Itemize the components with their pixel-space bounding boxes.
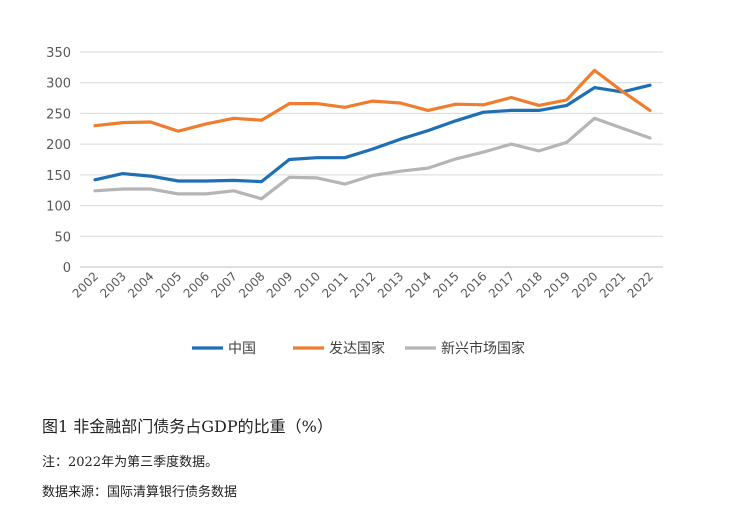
x-tick-label: 2014 — [403, 269, 434, 300]
x-tick-label: 2017 — [486, 269, 517, 300]
series-line-2 — [93, 68, 652, 133]
figure-title: 图1 非金融部门债务占GDP的比重（%） — [42, 417, 333, 436]
y-tick-label: 300 — [46, 77, 71, 92]
x-tick-label: 2020 — [569, 269, 600, 300]
x-tick-label: 2018 — [514, 269, 545, 300]
x-tick-label: 2013 — [375, 269, 406, 300]
x-tick-label: 2004 — [125, 269, 156, 300]
x-tick-label: 2009 — [264, 269, 295, 300]
x-tick-label: 2016 — [458, 269, 489, 300]
legend-label: 中国 — [228, 341, 256, 357]
y-tick-label: 100 — [46, 200, 71, 215]
x-axis-ticks: 2002200320042005200620072008200920102011… — [70, 269, 656, 300]
x-tick-label: 2019 — [541, 269, 572, 300]
y-tick-label: 0 — [63, 261, 71, 276]
x-tick-label: 2021 — [597, 269, 628, 300]
figure-note: 注：2022年为第三季度数据。 — [42, 455, 219, 470]
x-tick-label: 2007 — [208, 269, 239, 300]
y-tick-label: 50 — [54, 230, 71, 245]
x-tick-label: 2011 — [319, 269, 350, 300]
gridlines — [80, 51, 663, 268]
series-lines — [93, 68, 652, 201]
y-axis-ticks: 0 50 100 150 200 250 300 350 — [46, 46, 71, 276]
x-tick-label: 2008 — [236, 269, 267, 300]
y-tick-label: 350 — [46, 46, 71, 61]
y-tick-label: 150 — [46, 169, 71, 184]
legend-label: 新兴市场国家 — [441, 340, 525, 357]
series-line-3 — [93, 116, 652, 201]
x-tick-label: 2006 — [181, 269, 212, 300]
x-tick-label: 2012 — [347, 269, 378, 300]
y-tick-label: 200 — [46, 138, 71, 153]
x-tick-label: 2015 — [430, 269, 461, 300]
legend-label: 发达国家 — [329, 340, 385, 357]
figure-source: 数据来源：国际清算银行债务数据 — [42, 485, 238, 500]
x-tick-label: 2010 — [292, 269, 323, 300]
series-line-1 — [93, 83, 652, 184]
x-tick-label: 2003 — [97, 269, 128, 300]
x-tick-label: 2005 — [153, 269, 184, 300]
y-tick-label: 250 — [46, 107, 71, 122]
x-tick-label: 2022 — [625, 269, 656, 300]
legend: 中国 发达国家 新兴市场国家 — [192, 340, 525, 357]
x-tick-label: 2002 — [70, 269, 101, 300]
